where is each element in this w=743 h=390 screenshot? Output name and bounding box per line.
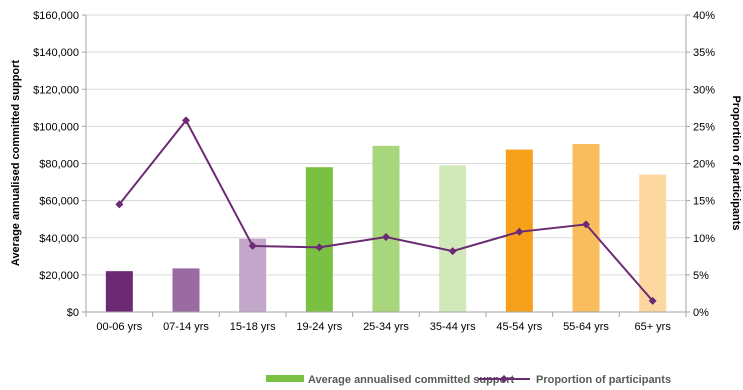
line-point [515, 227, 524, 236]
left-tick-label: $80,000 [39, 159, 79, 171]
legend-line-marker [500, 375, 508, 383]
legend-bar-swatch [266, 375, 304, 382]
x-axis-ticks: 00-06 yrs 07-14 yrs 15-18 yrs 19-24 yrs 25-3… [96, 321, 671, 333]
line-series [115, 116, 657, 305]
right-tick-label: 0% [693, 307, 709, 319]
left-axis-title: Average annualised committed support [10, 60, 22, 267]
line-point [315, 243, 324, 252]
left-tick-label: $0 [67, 307, 79, 319]
left-tick-label: $160,000 [33, 10, 79, 22]
line-point [248, 241, 257, 250]
right-tick-label: 10% [693, 233, 715, 245]
bar [172, 268, 200, 312]
right-axis-ticks: 0% 5% 10% 15% 20% 25% 30% 35% 40% [693, 10, 715, 319]
right-tick-label: 40% [693, 10, 715, 22]
axes [82, 14, 690, 317]
line-point [648, 296, 657, 305]
bar [239, 238, 267, 312]
x-tick-label: 45-54 yrs [496, 321, 542, 333]
right-tick-label: 5% [693, 270, 709, 282]
x-tick-label: 00-06 yrs [96, 321, 142, 333]
bar-series [105, 144, 667, 312]
x-tick-label: 07-14 yrs [163, 321, 209, 333]
bar [439, 165, 467, 312]
line-point [382, 233, 390, 242]
left-tick-label: $60,000 [39, 196, 79, 208]
left-tick-label: $140,000 [33, 47, 79, 59]
x-tick-label: 19-24 yrs [296, 321, 342, 333]
left-tick-label: $100,000 [33, 121, 79, 133]
legend: Average annualised committed support Pro… [266, 374, 671, 386]
right-axis-title: Proportion of participants [730, 95, 742, 230]
line-point [182, 116, 190, 125]
x-tick-label: 55-64 yrs [563, 321, 609, 333]
x-tick-label: 15-18 yrs [230, 321, 276, 333]
left-tick-label: $20,000 [39, 270, 79, 282]
line-point [448, 247, 457, 256]
left-tick-label: $120,000 [33, 84, 79, 96]
right-tick-label: 35% [693, 47, 715, 59]
right-tick-label: 15% [693, 196, 715, 208]
bar [305, 167, 333, 312]
line-point [582, 220, 590, 229]
right-tick-label: 30% [693, 84, 715, 96]
left-tick-label: $40,000 [39, 233, 79, 245]
x-tick-label: 25-34 yrs [363, 321, 409, 333]
x-tick-label: 35-44 yrs [430, 321, 476, 333]
legend-bar-label: Average annualised committed support [308, 374, 515, 386]
left-axis-ticks: $0 $20,000 $40,000 $60,000 $80,000 $100,000 $1… [33, 10, 79, 319]
legend-line-label: Proportion of participants [536, 374, 671, 386]
right-tick-label: 25% [693, 121, 715, 133]
x-tick-label: 65+ yrs [634, 321, 671, 333]
bar [372, 145, 400, 312]
line-point [115, 200, 124, 209]
bar [105, 271, 133, 312]
right-tick-label: 20% [693, 159, 715, 171]
